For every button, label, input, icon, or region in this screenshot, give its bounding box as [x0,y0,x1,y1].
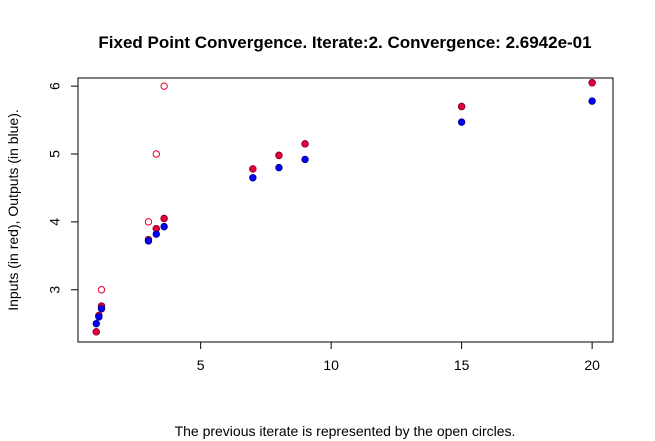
y-tick-label: 6 [47,82,63,90]
previous-iterate-point [144,218,153,226]
input-point [160,214,168,223]
previous-iterate-point [97,286,106,294]
input-point [275,151,283,160]
input-point [588,79,596,87]
x-axis: 5 10 15 20 [197,342,600,373]
y-tick-label: 5 [47,150,63,158]
output-point [457,118,466,126]
output-point [92,319,100,328]
data-points [92,79,596,336]
plot-frame [77,77,614,343]
chart-title: Fixed Point Convergence. Iterate:2. Conv… [98,33,591,52]
x-tick-label: 15 [454,357,470,373]
output-point [152,230,160,238]
output-point [275,163,283,172]
x-tick-label: 10 [323,357,339,373]
output-point [588,97,596,105]
y-axis-label: Inputs (in red), Outputs (in blue). [5,109,21,311]
output-point [144,237,153,245]
previous-iterate-point [160,82,168,90]
y-tick-label: 4 [47,218,63,226]
output-point [249,174,257,182]
input-point [457,102,466,111]
x-tick-label: 5 [197,357,205,373]
output-point [95,313,103,321]
previous-iterate-point [152,150,160,158]
output-point [301,155,309,164]
x-tick-label: 20 [584,357,600,373]
y-tick-label: 3 [47,286,63,294]
input-point [249,165,257,173]
input-point [92,328,100,336]
x-axis-label: The previous iterate is represented by t… [175,423,516,439]
input-point [301,140,309,148]
output-point [97,305,106,313]
y-axis: 3 4 5 6 [47,82,78,294]
output-point [160,222,168,231]
